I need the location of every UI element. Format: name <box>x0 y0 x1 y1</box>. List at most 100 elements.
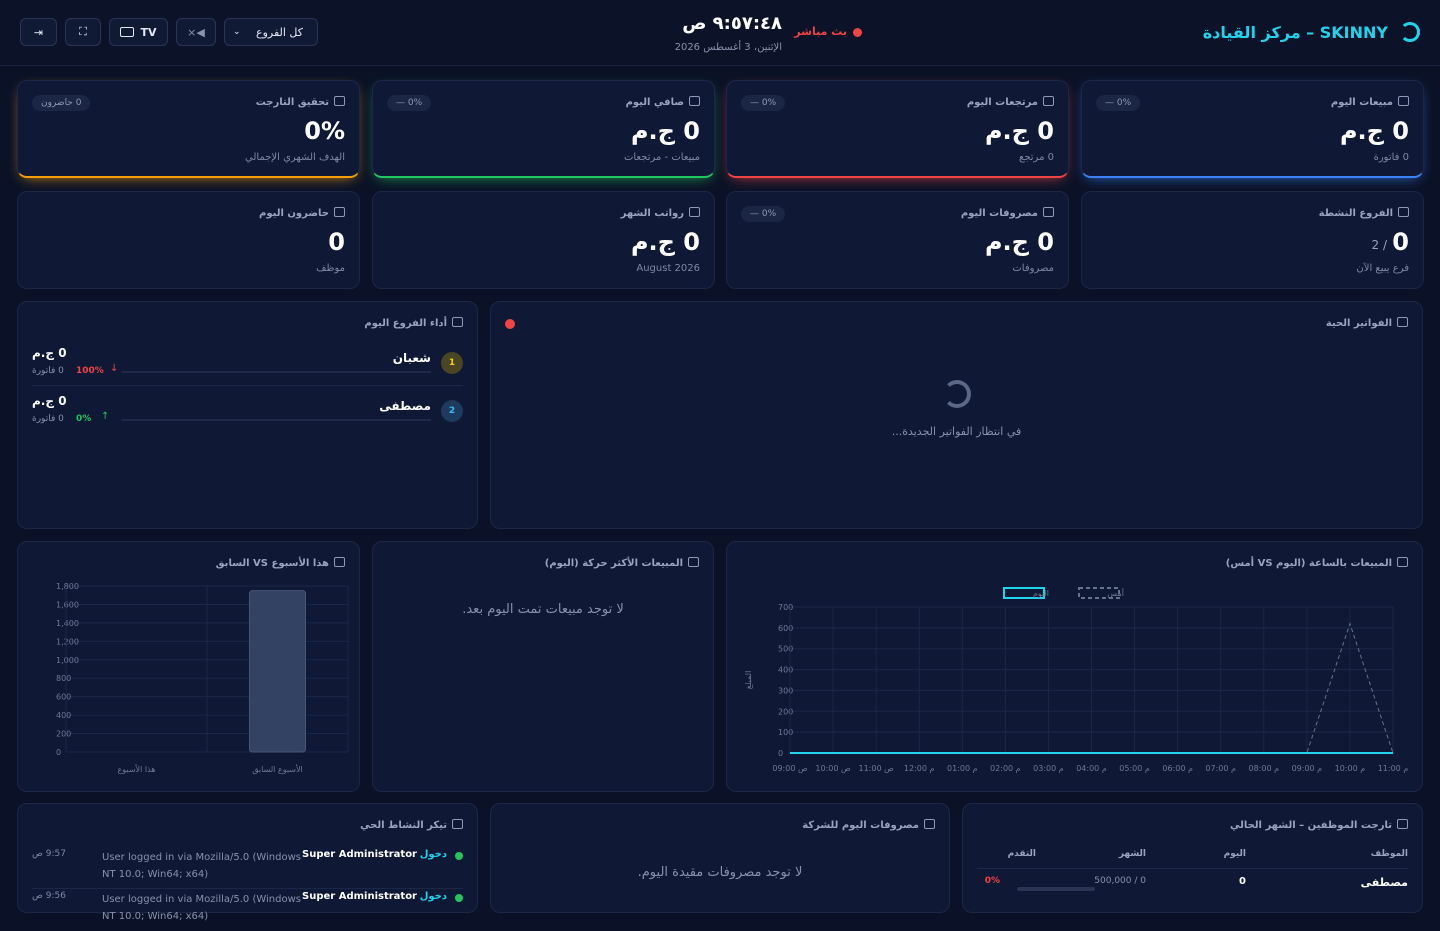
kpi-icon <box>334 96 345 106</box>
x-tick-label: 09:00 ص <box>772 764 808 773</box>
branch-name: مصطفى <box>379 399 431 413</box>
kpi-value: 0 ج.م <box>984 117 1054 145</box>
branch-select-label: كل الفروع <box>256 25 303 39</box>
y-tick-label: 1,400 <box>56 619 79 628</box>
activity-time: 9:57 ص <box>32 849 66 859</box>
y-tick-label: 100 <box>778 728 793 737</box>
panel-title: هذا الأسبوع VS السابق <box>215 558 329 569</box>
kpi-value: 0 <box>1392 228 1409 256</box>
x-tick-label: 03:00 م <box>1033 764 1064 773</box>
panel-title: تيكر النشاط الحي <box>360 820 447 831</box>
header-rule <box>977 868 1408 869</box>
company-expenses: مصروفات اليوم للشركة لا توجد مصروفات مقيد… <box>490 803 950 913</box>
branch-amount: 0 ج.م <box>32 394 67 408</box>
header: SKINNY – مركز القيادة بث مباشر ٩:٥٧:٤٨ ص… <box>0 0 1440 66</box>
kpi-card: مبيعات اليوم 0 ج.م 0 فاتورة 0% — <box>1081 80 1424 178</box>
kpi-sub: فرع يبيع الآن <box>1356 263 1409 274</box>
rank-badge: 1 <box>441 352 463 374</box>
chevron: ⌄ <box>233 27 241 37</box>
panel-icon <box>924 819 935 829</box>
progress-track <box>122 419 431 421</box>
branch-invoices: 0 فاتورة <box>32 414 64 424</box>
panel-title: الفواتير الحية <box>1325 318 1392 329</box>
empty-message: لا توجد مصروفات مقيدة اليوم. <box>637 865 803 880</box>
kpi-badge: 0% — <box>387 95 432 111</box>
logo-icon <box>1400 22 1420 42</box>
kpi-value: 0 ج.م <box>630 117 700 145</box>
progress-track <box>1017 887 1095 891</box>
hourly-chart: المبيعات بالساعة (اليوم VS أمس) 0 100 200 30… <box>726 541 1423 792</box>
kpi-value: 0 ج.م <box>630 228 700 256</box>
kpi-value: 0 ج.م <box>984 228 1054 256</box>
x-tick-label: 04:00 م <box>1076 764 1107 773</box>
kpi-sub: مبيعات - مرتجعات <box>623 152 700 163</box>
panel-icon <box>1397 557 1408 567</box>
kpi-icon <box>689 207 700 217</box>
y-tick-label: 0 <box>778 749 783 758</box>
mute-button[interactable]: ◀× <box>176 18 216 46</box>
kpi-card: رواتب الشهر 0 ج.م August 2026 <box>372 191 715 289</box>
panel-icon <box>1397 819 1408 829</box>
y-tick-label: 1,600 <box>56 600 79 609</box>
x-tick-label: 01:00 م <box>947 764 978 773</box>
column-header: الموظف <box>1370 849 1408 859</box>
activity-time: 9:56 ص <box>32 891 66 901</box>
bar <box>249 590 306 753</box>
activity-detail: User logged in via Mozilla/5.0 (Windows … <box>102 852 301 880</box>
panel-icon <box>452 819 463 829</box>
kpi-card: مصروفات اليوم 0 ج.م مصروفات 0% — <box>726 191 1069 289</box>
target-cell: مصطفى <box>1360 876 1408 889</box>
tv-label: TV <box>140 25 157 39</box>
activity-ticker: تيكر النشاط الحي دخول Super Administrator U… <box>17 803 478 922</box>
panel-title: مصروفات اليوم للشركة <box>802 820 919 831</box>
x-tick-label: 12:00 م <box>904 764 935 773</box>
kpi-title: مبيعات اليوم <box>1330 97 1393 108</box>
x-tick-label: 11:00 م <box>1378 764 1409 773</box>
branch-select[interactable]: كل الفروع ⌄ <box>224 18 318 46</box>
hourly-chart-plot: 0 100 200 300 400 500 600 700 09:00 ص 10:00 ص 11:0… <box>744 587 1409 773</box>
x-tick-label: 02:00 م <box>990 764 1021 773</box>
legend-label: اليوم <box>1033 589 1049 598</box>
legend-label: أمس <box>1107 588 1124 598</box>
live-invoices: الفواتير الحية في انتظار الفواتير الجديدة… <box>490 301 1423 529</box>
kpi-title: الفروع النشطة <box>1318 208 1393 219</box>
waiting-icon <box>943 380 971 408</box>
panel-icon <box>452 317 463 327</box>
kpi-title: مرتجعات اليوم <box>966 97 1038 108</box>
branch-change: 0% <box>76 414 92 424</box>
legend-swatch <box>1078 587 1120 599</box>
x-tick-label: 10:00 ص <box>815 764 851 773</box>
weekly-chart: هذا الأسبوع VS السابق 0 200 400 600 800 1,000 1… <box>17 541 360 792</box>
kpi-badge: 0% — <box>1096 95 1141 111</box>
fullscreen-button[interactable]: ⛶ <box>65 18 101 46</box>
kpi-extra: / 2 <box>1371 238 1388 252</box>
empty-message: في انتظار الفواتير الجديدة... <box>891 425 1022 438</box>
kpi-sub: 0 مرتجع <box>1019 152 1054 163</box>
y-tick-label: 0 <box>56 748 61 757</box>
y-tick-label: 500 <box>778 645 793 654</box>
kpi-card: الفروع النشطة 0 / 2 فرع يبيع الآن <box>1081 191 1424 289</box>
y-tick-label: 400 <box>56 711 71 720</box>
kpi-title: رواتب الشهر <box>620 208 684 219</box>
status-dot <box>455 894 463 902</box>
activity-action: دخول <box>419 849 447 860</box>
branch-row: 2 مصطفى 0 ج.م 0 فاتورة ↑ 0% <box>32 394 463 434</box>
y-tick-label: 200 <box>778 707 793 716</box>
weekly-chart-plot: 0 200 400 600 800 1,000 1,200 1,400 1,600 1,800 هذ… <box>56 582 349 774</box>
kpi-value: 0 ج.م <box>1339 117 1409 145</box>
kpi-sub: 0 فاتورة <box>1373 152 1409 163</box>
x-tick-label: 07:00 م <box>1205 764 1236 773</box>
panel-icon <box>1397 317 1408 327</box>
y-tick-label: 700 <box>778 603 793 612</box>
kpi-icon <box>1398 96 1409 106</box>
kpi-icon <box>1043 207 1054 217</box>
exit-button[interactable]: ⇥ <box>20 18 57 46</box>
live-dot <box>505 319 515 329</box>
kpi-sub: الهدف الشهري الإجمالي <box>245 152 345 163</box>
empty-message: لا توجد مبيعات تمت اليوم بعد. <box>462 602 624 617</box>
tv-button[interactable]: TV <box>109 18 168 46</box>
tv-icon <box>120 27 135 37</box>
kpi-title: صافي اليوم <box>625 97 684 108</box>
kpi-badge: 0% — <box>741 95 786 111</box>
y-tick-label: 1,800 <box>56 582 79 591</box>
